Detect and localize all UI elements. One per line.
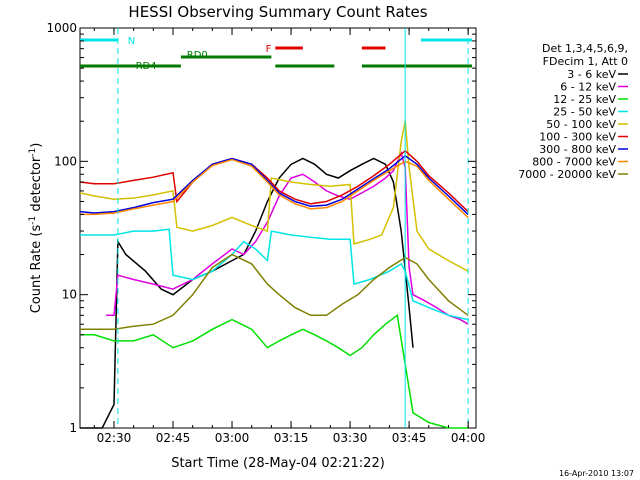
series-line bbox=[79, 121, 469, 272]
plot-frame bbox=[79, 27, 477, 429]
y-tick-label: 1 bbox=[69, 421, 77, 435]
y-axis-label: Count Rate (s-1 detector-1) bbox=[28, 143, 44, 314]
x-tick-label: 03:30 bbox=[333, 431, 368, 445]
legend-entry: 50 - 100 keV bbox=[546, 118, 616, 131]
flag-label-rd4: RD4 bbox=[136, 61, 157, 72]
series-line bbox=[106, 150, 469, 325]
legend: Det 1,3,4,5,6,9,FDecim 1, Att 03 - 6 keV… bbox=[518, 42, 628, 181]
legend-entry: 3 - 6 keV bbox=[567, 68, 616, 81]
legend-entry: 12 - 25 keV bbox=[553, 93, 616, 106]
series-line bbox=[80, 253, 469, 331]
y-tick-label: 100 bbox=[54, 154, 77, 168]
vertical-markers bbox=[117, 28, 469, 428]
x-tick-label: 03:45 bbox=[392, 431, 427, 445]
legend-entry: 6 - 12 keV bbox=[560, 81, 616, 94]
x-axis-label: Start Time (28-May-04 02:21:22) bbox=[171, 456, 385, 471]
x-tick-label: 03:00 bbox=[215, 431, 250, 445]
legend-entry: 800 - 7000 keV bbox=[532, 156, 616, 169]
x-tick-label: 02:30 bbox=[97, 431, 132, 445]
x-tick-label: 04:00 bbox=[451, 431, 486, 445]
series-line bbox=[80, 228, 469, 321]
instrument-flags: N RD0 RD4 F bbox=[80, 36, 473, 72]
series-layer bbox=[79, 121, 469, 429]
legend-entry: 300 - 800 keV bbox=[539, 143, 616, 156]
axes: 02:30 02:45 03:00 03:15 03:30 03:45 04:00 1 10 10… bbox=[46, 21, 485, 445]
series-line bbox=[80, 313, 469, 429]
legend-entry: 25 - 50 keV bbox=[553, 106, 616, 119]
series-line bbox=[79, 154, 469, 215]
flag-label-n: N bbox=[128, 36, 135, 47]
plot-area bbox=[79, 27, 477, 429]
legend-header: FDecim 1, Att 0 bbox=[543, 55, 628, 68]
legend-entry: 100 - 300 keV bbox=[539, 131, 616, 144]
timestamp: 16-Apr-2010 13:07 bbox=[559, 469, 634, 478]
chart-title: HESSI Observing Summary Count Rates bbox=[128, 3, 427, 21]
y-tick-label: 1000 bbox=[46, 21, 77, 35]
x-tick-label: 02:45 bbox=[156, 431, 191, 445]
series-line bbox=[80, 157, 414, 429]
y-tick-label: 10 bbox=[62, 288, 77, 302]
flag-label-rd0: RD0 bbox=[187, 50, 208, 61]
x-tick-label: 03:15 bbox=[274, 431, 309, 445]
series-line bbox=[80, 158, 469, 218]
flag-label-f: F bbox=[266, 44, 272, 55]
legend-entry: 7000 - 20000 keV bbox=[518, 168, 616, 181]
legend-header: Det 1,3,4,5,6,9, bbox=[542, 42, 628, 55]
